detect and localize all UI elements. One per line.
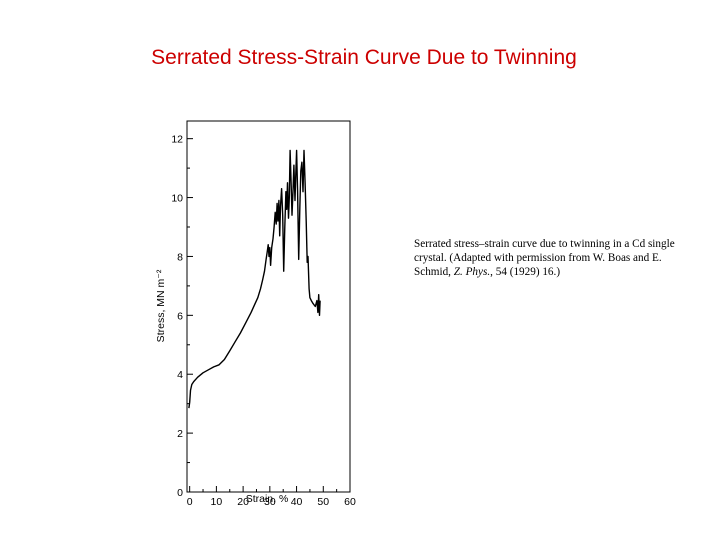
axis-ticks [187,138,351,493]
x-tick-label: 60 [344,496,356,508]
y-tick-label: 4 [177,369,183,381]
x-tick-label: 30 [264,496,276,508]
caption-citation: , 54 (1929) 16.) [490,266,561,279]
y-tick-label: 10 [171,193,183,205]
caption-text: Serrated stress–strain curve due to twin… [414,238,675,279]
x-tick-label: 10 [211,496,223,508]
y-tick-label: 0 [177,487,183,499]
y-tick-label: 6 [177,310,183,322]
figure-caption: Serrated stress–strain curve due to twin… [414,237,676,280]
x-axis-title: Strain, % [246,493,289,505]
x-tick-label: 50 [317,496,329,508]
y-axis-title: Stress, MN m⁻² [155,269,167,342]
y-tick-label: 12 [171,134,183,146]
series-line-stress-strain [188,149,321,409]
stress-strain-chart: 0 10 20 30 40 50 60 0 2 4 6 8 10 12 Strain, % Stress… [155,120,356,508]
y-tick-label: 2 [177,428,183,440]
caption-journal: Z. Phys. [453,266,491,279]
slide-title: Serrated Stress-Strain Curve Due to Twin… [151,46,577,69]
x-tick-labels: 0 10 20 30 40 50 60 [187,496,356,508]
x-tick-label: 0 [187,496,193,508]
x-tick-label: 40 [291,496,303,508]
y-tick-labels: 0 2 4 6 8 10 12 [171,134,183,499]
y-tick-label: 8 [177,251,183,263]
x-tick-label: 20 [237,496,249,508]
plot-frame [186,120,351,493]
